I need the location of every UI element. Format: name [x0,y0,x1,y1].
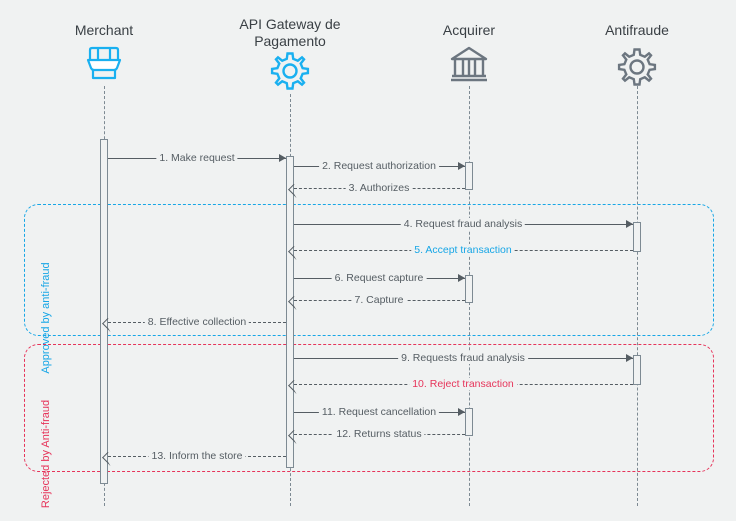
arrow-icon [458,162,465,170]
activation [465,162,473,190]
actor-title-antifraud: Antifraude [593,22,681,39]
region-label-rejected: Rejected by Anti-fraud [40,400,52,508]
msg-label-9: 9. Requests fraud analysis [398,352,528,364]
arrow-icon [458,274,465,282]
msg-label-4: 4. Request fraud analysis [401,218,525,230]
msg-label-11: 11. Request cancellation [319,406,439,418]
arrow-icon [626,220,633,228]
gear-icon [269,50,311,97]
msg-label-1: 1. Make request [156,152,237,164]
msg-label-10: 10. Reject transaction [409,378,517,390]
msg-label-12: 12. Returns status [333,428,424,440]
actor-title-gateway: API Gateway de Pagamento [225,16,355,50]
activation [100,139,108,484]
msg-label-5: 5. Accept transaction [411,244,514,256]
msg-label-6: 6. Request capture [332,272,427,284]
msg-label-8: 8. Effective collection [145,316,249,328]
msg-label-7: 7. Capture [351,294,406,306]
msg-label-13: 13. Inform the store [148,450,245,462]
activation [633,355,641,385]
bank-icon [449,46,489,87]
actor-title-acquirer: Acquirer [425,22,513,39]
msg-label-2: 2. Request authorization [319,160,439,172]
msg-label-3: 3. Authorizes [346,182,413,194]
activation [286,156,294,468]
arrow-icon [626,354,633,362]
sequence-diagram: { "canvas":{"w":736,"h":521,"bg":"#f0f2f… [0,0,736,521]
store-icon [86,46,122,85]
activation [633,222,641,252]
arrow-icon [279,154,286,162]
activation [465,408,473,436]
activation [465,275,473,303]
arrow-icon [458,408,465,416]
actor-title-merchant: Merchant [60,22,148,39]
